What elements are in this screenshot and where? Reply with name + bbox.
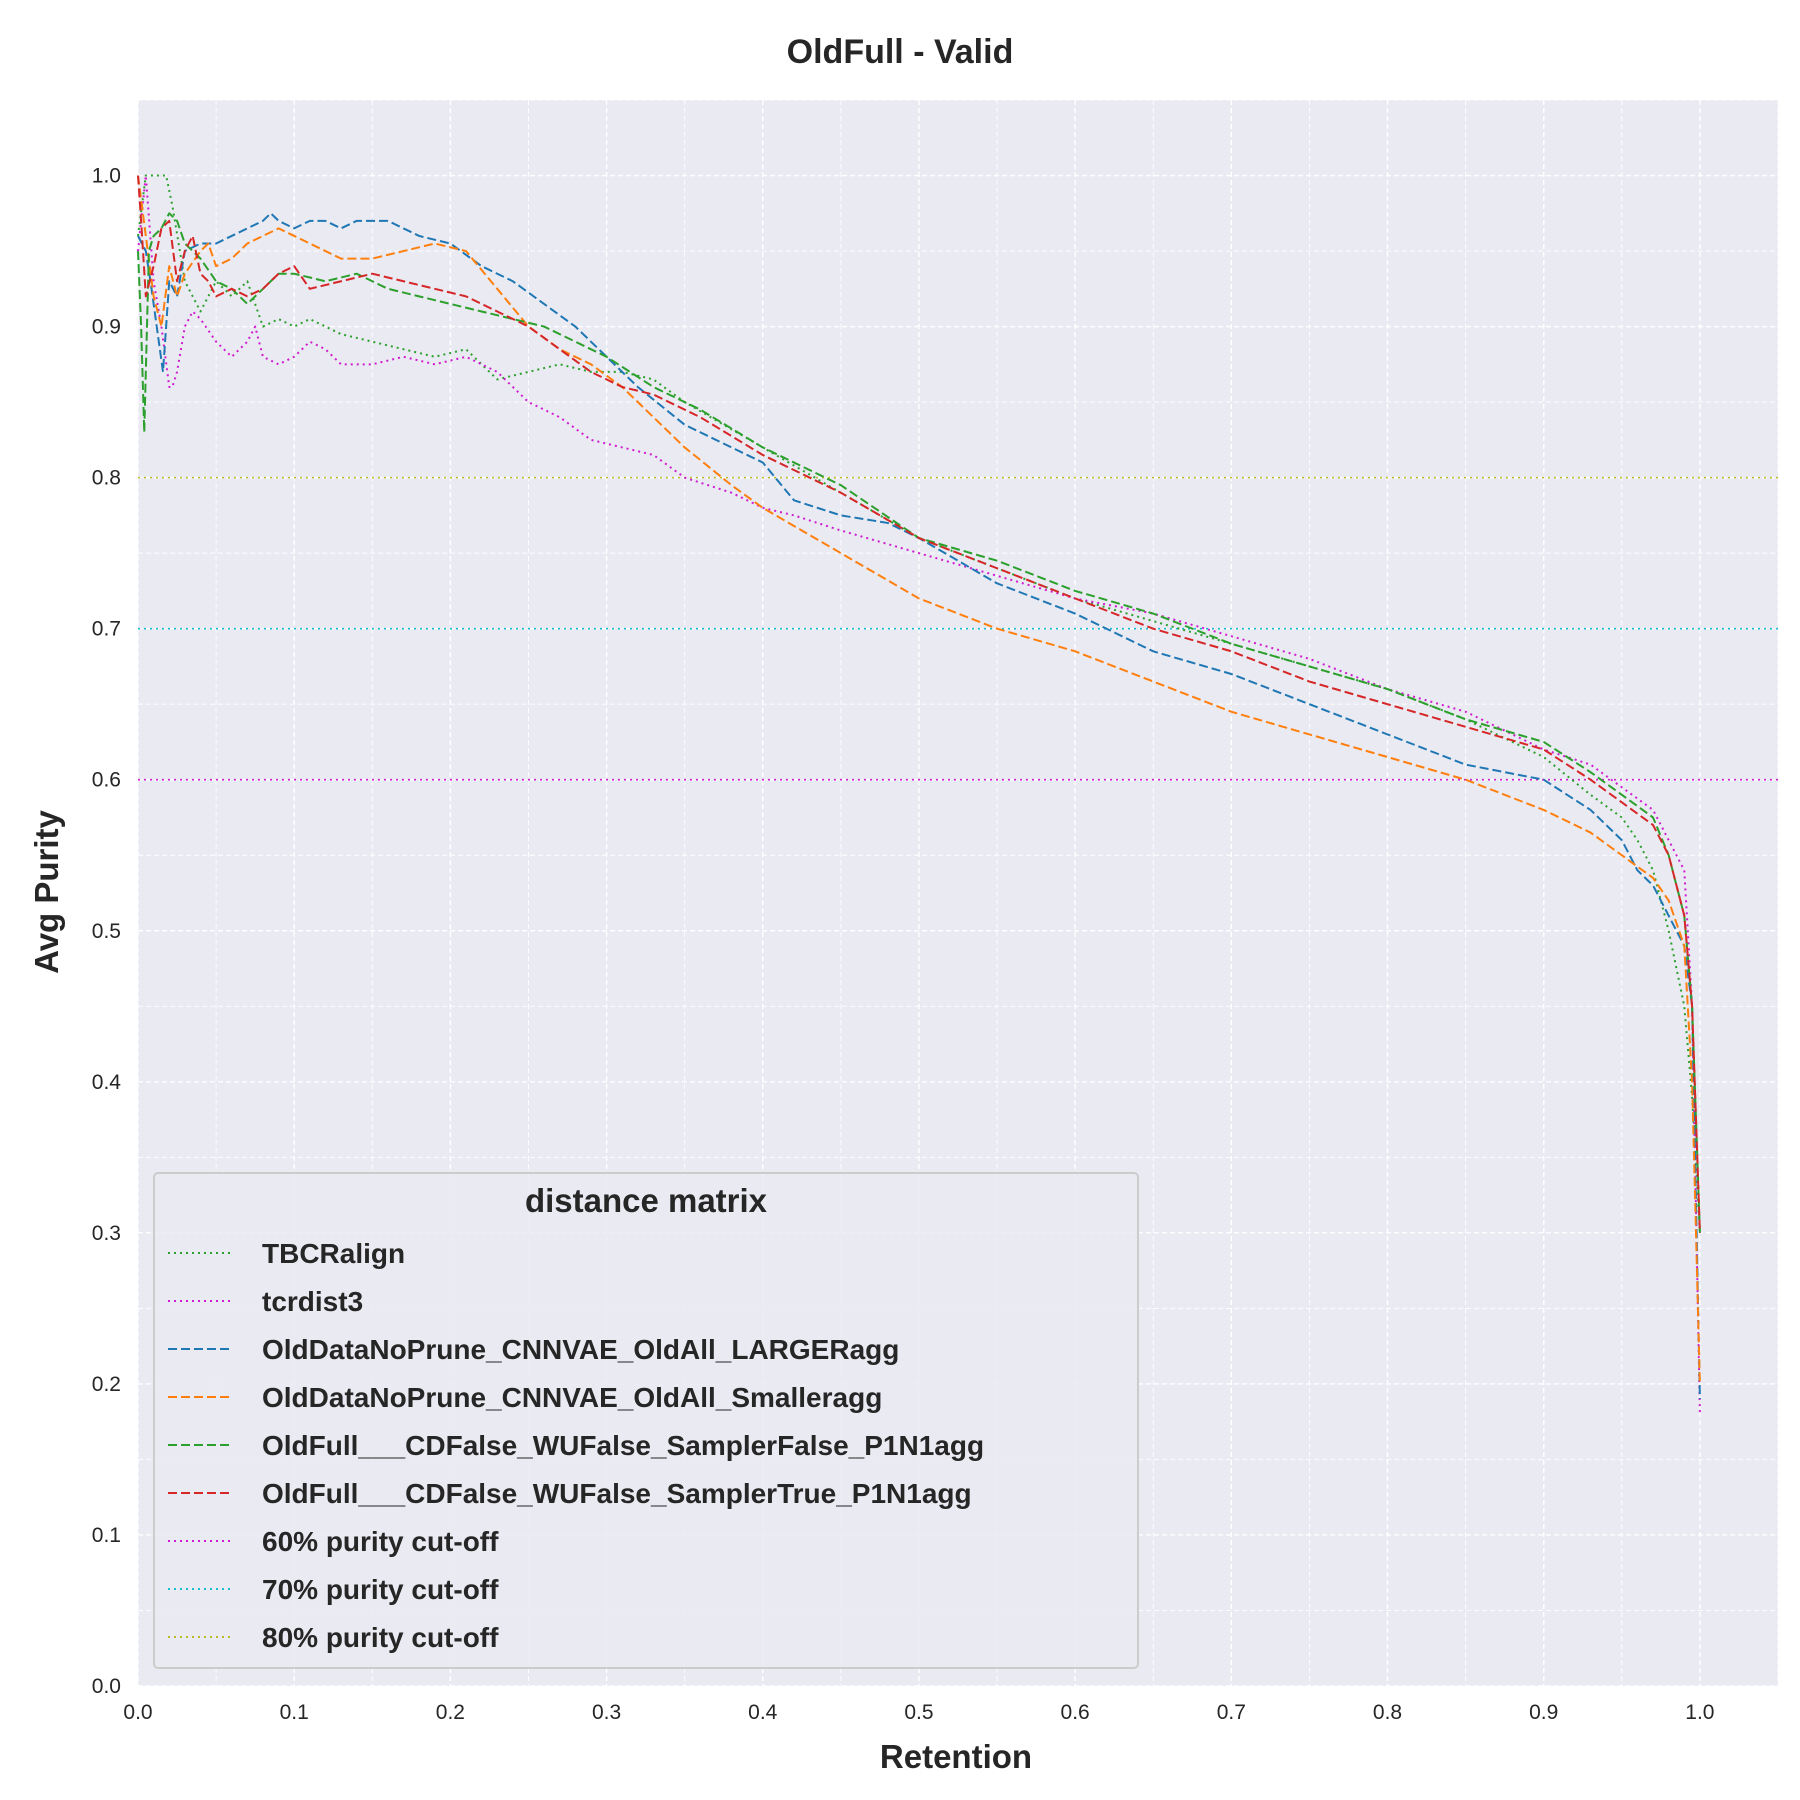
y-axis-title: Avg Purity: [28, 809, 65, 973]
x-tick-label: 0.6: [1061, 1701, 1090, 1724]
x-tick-label: 0.8: [1373, 1701, 1402, 1724]
legend-label: OldFull___CDFalse_WUFalse_SamplerTrue_P1…: [262, 1478, 972, 1509]
y-tick-label: 0.5: [92, 920, 121, 943]
legend-label: 70% purity cut-off: [262, 1574, 499, 1605]
legend-label: 80% purity cut-off: [262, 1622, 499, 1653]
legend-label: tcrdist3: [262, 1286, 363, 1317]
y-tick-label: 1.0: [92, 165, 121, 188]
series-line: [137, 212, 1701, 1233]
x-tick-label: 0.5: [904, 1701, 933, 1724]
y-tick-label: 0.7: [92, 618, 121, 641]
x-tick-label: 0.4: [748, 1701, 778, 1724]
series-line: [137, 175, 1701, 1384]
y-tick-label: 0.6: [92, 769, 121, 792]
x-tick-label: 0.0: [123, 1701, 152, 1724]
x-tick-label: 1.0: [1685, 1701, 1714, 1724]
y-tick-label: 0.4: [92, 1071, 122, 1094]
y-tick-label: 0.8: [92, 467, 121, 490]
x-tick-label: 0.1: [280, 1701, 309, 1724]
x-tick-label: 0.2: [436, 1701, 465, 1724]
x-tick-label: 0.3: [592, 1701, 621, 1724]
chart-title: OldFull - Valid: [787, 33, 1014, 71]
legend-label: OldDataNoPrune_CNNVAE_OldAll_LARGERagg: [262, 1334, 899, 1365]
legend-label: TBCRalign: [262, 1238, 405, 1269]
x-tick-label: 0.9: [1529, 1701, 1558, 1724]
y-tick-label: 0.3: [92, 1222, 121, 1245]
legend-label: OldDataNoPrune_CNNVAE_OldAll_Smalleragg: [262, 1382, 882, 1413]
legend-label: 60% purity cut-off: [262, 1526, 499, 1557]
y-tick-label: 0.0: [92, 1675, 121, 1698]
y-tick-label: 0.1: [92, 1524, 121, 1547]
series-lines: [137, 174, 1701, 1415]
series-line: [137, 175, 1701, 1233]
legend-title: distance matrix: [525, 1182, 768, 1219]
tick-labels: 0.0 0.1 0.2 0.3 0.4 0.5 0.6 0.7 0.8 0.9 1.0 0.0 0.1 0…: [92, 165, 1715, 1724]
legend-frame: [153, 1172, 1139, 1669]
y-tick-label: 0.2: [92, 1373, 121, 1396]
series-line: [137, 212, 1701, 1400]
x-axis-title: Retention: [880, 1738, 1032, 1775]
legend: distance matrix TBCRalign tcrdist3 OldData…: [153, 1172, 1139, 1669]
y-tick-label: 0.9: [92, 316, 121, 339]
legend-label: OldFull___CDFalse_WUFalse_SamplerFalse_P…: [262, 1430, 984, 1461]
x-tick-label: 0.7: [1217, 1701, 1246, 1724]
